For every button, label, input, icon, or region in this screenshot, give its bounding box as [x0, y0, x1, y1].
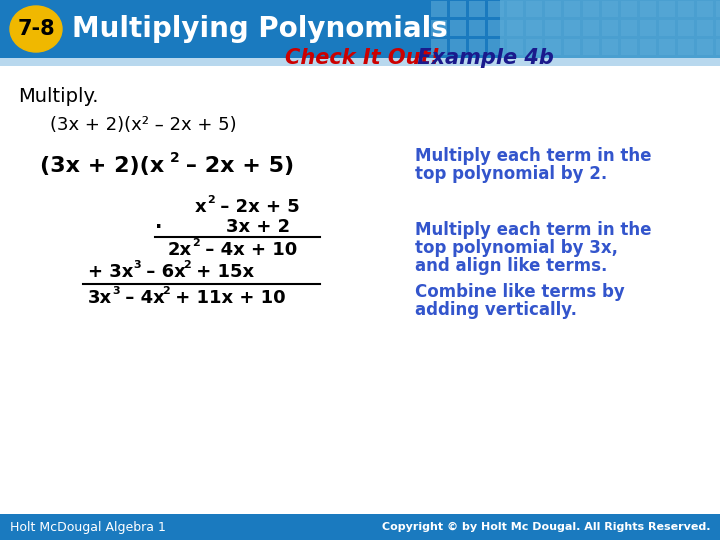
- FancyBboxPatch shape: [545, 1, 561, 17]
- FancyBboxPatch shape: [526, 39, 542, 55]
- FancyBboxPatch shape: [697, 20, 713, 36]
- FancyBboxPatch shape: [431, 39, 447, 55]
- FancyBboxPatch shape: [507, 39, 523, 55]
- Text: – 6x: – 6x: [140, 263, 186, 281]
- Text: (3x + 2)(x² – 2x + 5): (3x + 2)(x² – 2x + 5): [50, 116, 237, 134]
- FancyBboxPatch shape: [640, 39, 656, 55]
- Text: 3x: 3x: [88, 289, 112, 307]
- Text: top polynomial by 2.: top polynomial by 2.: [415, 165, 607, 183]
- FancyBboxPatch shape: [507, 1, 523, 17]
- Text: – 2x + 5): – 2x + 5): [178, 156, 294, 176]
- FancyBboxPatch shape: [716, 1, 720, 17]
- FancyBboxPatch shape: [431, 1, 447, 17]
- Text: 2: 2: [170, 151, 180, 165]
- FancyBboxPatch shape: [431, 20, 447, 36]
- FancyBboxPatch shape: [678, 20, 694, 36]
- Text: Holt McDougal Algebra 1: Holt McDougal Algebra 1: [10, 521, 166, 534]
- Text: 3x + 2: 3x + 2: [226, 218, 290, 236]
- Text: 2: 2: [183, 260, 191, 270]
- Text: 7-8: 7-8: [17, 19, 55, 39]
- FancyBboxPatch shape: [450, 39, 466, 55]
- FancyBboxPatch shape: [564, 20, 580, 36]
- Text: 2x: 2x: [168, 241, 192, 259]
- Text: Combine like terms by: Combine like terms by: [415, 283, 625, 301]
- FancyBboxPatch shape: [602, 20, 618, 36]
- FancyBboxPatch shape: [545, 20, 561, 36]
- FancyBboxPatch shape: [583, 20, 599, 36]
- FancyBboxPatch shape: [564, 1, 580, 17]
- Text: – 4x + 10: – 4x + 10: [199, 241, 297, 259]
- Text: 3: 3: [112, 286, 120, 296]
- FancyBboxPatch shape: [488, 1, 504, 17]
- FancyBboxPatch shape: [659, 1, 675, 17]
- FancyBboxPatch shape: [488, 39, 504, 55]
- FancyBboxPatch shape: [545, 39, 561, 55]
- FancyBboxPatch shape: [602, 1, 618, 17]
- Text: top polynomial by 3x,: top polynomial by 3x,: [415, 239, 618, 257]
- FancyBboxPatch shape: [640, 1, 656, 17]
- FancyBboxPatch shape: [469, 20, 485, 36]
- FancyBboxPatch shape: [678, 1, 694, 17]
- Text: 2: 2: [192, 238, 199, 248]
- Text: 3: 3: [133, 260, 140, 270]
- FancyBboxPatch shape: [526, 1, 542, 17]
- FancyBboxPatch shape: [0, 514, 720, 540]
- Text: Multiply.: Multiply.: [18, 87, 99, 106]
- FancyBboxPatch shape: [621, 20, 637, 36]
- FancyBboxPatch shape: [678, 39, 694, 55]
- FancyBboxPatch shape: [602, 39, 618, 55]
- FancyBboxPatch shape: [469, 39, 485, 55]
- FancyBboxPatch shape: [621, 1, 637, 17]
- FancyBboxPatch shape: [659, 20, 675, 36]
- Text: + 11x + 10: + 11x + 10: [169, 289, 286, 307]
- Text: Copyright © by Holt Mc Dougal. All Rights Reserved.: Copyright © by Holt Mc Dougal. All Right…: [382, 522, 710, 532]
- FancyBboxPatch shape: [716, 39, 720, 55]
- FancyBboxPatch shape: [526, 20, 542, 36]
- Text: Example 4b: Example 4b: [410, 48, 554, 68]
- FancyBboxPatch shape: [469, 1, 485, 17]
- FancyBboxPatch shape: [500, 0, 720, 58]
- FancyBboxPatch shape: [0, 58, 720, 66]
- FancyBboxPatch shape: [697, 1, 713, 17]
- FancyBboxPatch shape: [507, 20, 523, 36]
- Text: + 15x: + 15x: [190, 263, 254, 281]
- FancyBboxPatch shape: [488, 20, 504, 36]
- FancyBboxPatch shape: [697, 39, 713, 55]
- Text: and align like terms.: and align like terms.: [415, 257, 608, 275]
- FancyBboxPatch shape: [583, 39, 599, 55]
- Text: – 4x: – 4x: [119, 289, 165, 307]
- Text: 2: 2: [162, 286, 170, 296]
- FancyBboxPatch shape: [564, 39, 580, 55]
- Text: (3x + 2)(x: (3x + 2)(x: [40, 156, 164, 176]
- FancyBboxPatch shape: [450, 20, 466, 36]
- Text: x: x: [195, 198, 207, 216]
- FancyBboxPatch shape: [716, 20, 720, 36]
- Text: 2: 2: [207, 195, 215, 205]
- Text: Multiplying Polynomials: Multiplying Polynomials: [72, 15, 448, 43]
- Text: Check It Out!: Check It Out!: [285, 48, 440, 68]
- FancyBboxPatch shape: [0, 0, 500, 58]
- FancyBboxPatch shape: [583, 1, 599, 17]
- Ellipse shape: [10, 6, 62, 52]
- Text: – 2x + 5: – 2x + 5: [214, 198, 300, 216]
- FancyBboxPatch shape: [659, 39, 675, 55]
- Text: Multiply each term in the: Multiply each term in the: [415, 147, 652, 165]
- Text: adding vertically.: adding vertically.: [415, 301, 577, 319]
- Text: Multiply each term in the: Multiply each term in the: [415, 221, 652, 239]
- FancyBboxPatch shape: [621, 39, 637, 55]
- FancyBboxPatch shape: [450, 1, 466, 17]
- Text: + 3x: + 3x: [88, 263, 133, 281]
- FancyBboxPatch shape: [640, 20, 656, 36]
- Text: ·: ·: [155, 218, 163, 237]
